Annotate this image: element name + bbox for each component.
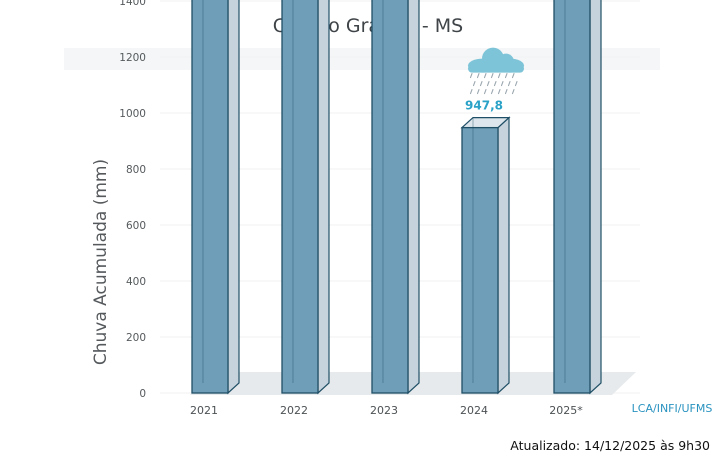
bar-side: [227, 0, 240, 395]
y-tick-label: 1200: [119, 52, 146, 64]
y-tick-label: 800: [126, 164, 146, 176]
x-tick-label: 2022: [280, 404, 308, 417]
bar-front: [553, 0, 591, 394]
chart-card: Campo Grande - MS Chuva Acumulada (mm) 0…: [0, 0, 724, 430]
bar-side: [497, 116, 510, 395]
bar-2024: 947,8: [460, 47, 524, 395]
rainfall-chart: Campo Grande - MS Chuva Acumulada (mm) 0…: [64, 0, 713, 417]
y-tick-label: 600: [126, 220, 146, 232]
footer-bar: Atualizado: 14/12/2025 às 9h30: [0, 430, 724, 461]
y-tick-label: 200: [126, 332, 146, 344]
bar-2025*: 1848,0: [553, 0, 602, 395]
x-tick-label: 2021: [190, 404, 218, 417]
x-tick-label: 2023: [370, 404, 398, 417]
bar-side: [407, 0, 420, 395]
bar-2023: 1806,8: [371, 0, 420, 395]
bars: 1587,8 1609,2 1806,8 947,8 1848,0: [191, 0, 602, 395]
bar-2022: 1609,2: [281, 0, 330, 395]
y-axis-label: Chuva Acumulada (mm): [91, 159, 111, 365]
source-annotation: LCA/INFI/UFMS: [632, 402, 713, 415]
bar-front: [461, 126, 499, 394]
y-tick-label: 0: [139, 388, 146, 400]
updated-timestamp: Atualizado: 14/12/2025 às 9h30: [510, 438, 710, 453]
x-tick-label: 2025*: [549, 404, 583, 417]
bar-front: [281, 0, 319, 394]
y-tick-label: 1000: [119, 108, 146, 120]
y-tick-label: 1400: [119, 0, 146, 8]
bar-side: [589, 0, 602, 395]
y-tick-label: 400: [126, 276, 146, 288]
bar-front: [191, 0, 229, 394]
value-label: 947,8: [465, 99, 503, 113]
bar-2021: 1587,8: [191, 0, 240, 395]
y-tick-labels: 0200400600800100012001400160018002000: [119, 0, 146, 400]
x-tick-label: 2024: [460, 404, 488, 417]
bar-front: [371, 0, 409, 394]
rain-cloud-icon: [468, 47, 524, 95]
bar-side: [317, 0, 330, 395]
x-tick-labels: 2021 2022 2023 2024 2025*: [190, 404, 583, 417]
